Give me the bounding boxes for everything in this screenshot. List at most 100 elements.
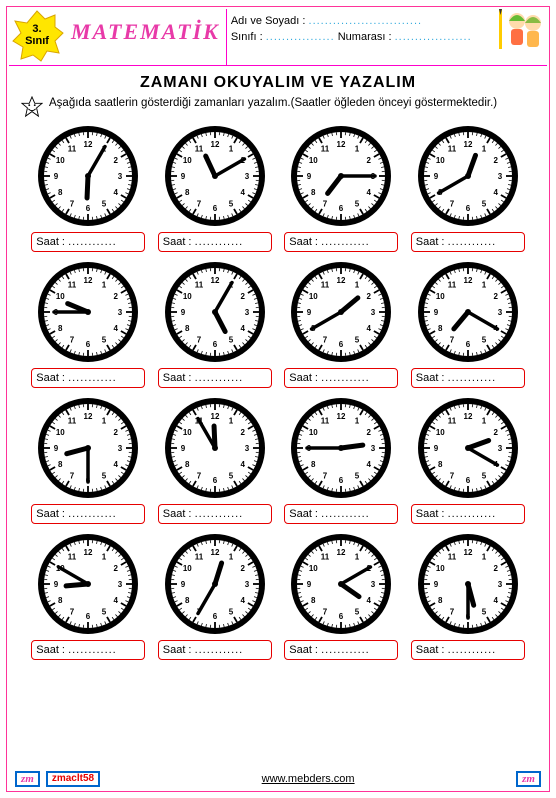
answer-box[interactable]: Saat : ............ (284, 640, 398, 660)
clock-cell: 123456789101112 Saat : ............ (31, 396, 146, 524)
answer-field[interactable]: ............ (68, 644, 117, 656)
answer-field[interactable]: ............ (68, 508, 117, 520)
svg-text:12: 12 (84, 276, 93, 285)
svg-text:9: 9 (54, 172, 59, 181)
svg-text:1: 1 (229, 416, 234, 425)
footer-code: zmaclt58 (46, 771, 100, 787)
answer-box[interactable]: Saat : ............ (284, 504, 398, 524)
svg-text:12: 12 (210, 412, 219, 421)
answer-field[interactable]: ............ (195, 644, 244, 656)
answer-box[interactable]: Saat : ............ (31, 368, 145, 388)
svg-text:2: 2 (493, 156, 498, 165)
footer-url: www.mebders.com (262, 773, 355, 785)
answer-field[interactable]: ............ (448, 372, 497, 384)
svg-text:8: 8 (58, 460, 63, 469)
svg-text:5: 5 (355, 336, 360, 345)
svg-text:6: 6 (213, 476, 218, 485)
svg-text:4: 4 (114, 460, 119, 469)
answer-box[interactable]: Saat : ............ (411, 640, 525, 660)
answer-field[interactable]: ............ (448, 508, 497, 520)
class-field[interactable]: ................. (266, 31, 335, 43)
svg-text:8: 8 (185, 324, 190, 333)
svg-text:9: 9 (307, 308, 312, 317)
answer-box[interactable]: Saat : ............ (31, 504, 145, 524)
clock-cell: 123456789101112 Saat : ............ (158, 260, 273, 388)
svg-text:4: 4 (240, 324, 245, 333)
answer-field[interactable]: ............ (321, 508, 370, 520)
answer-box[interactable]: Saat : ............ (31, 640, 145, 660)
answer-field[interactable]: ............ (448, 644, 497, 656)
svg-text:8: 8 (58, 596, 63, 605)
answer-box[interactable]: Saat : ............ (411, 232, 525, 252)
answer-box[interactable]: Saat : ............ (31, 232, 145, 252)
svg-text:3: 3 (371, 308, 376, 317)
answer-label: Saat : (289, 644, 318, 656)
svg-text:9: 9 (434, 172, 439, 181)
svg-text:4: 4 (240, 188, 245, 197)
svg-text:5: 5 (102, 472, 107, 481)
answer-box[interactable]: Saat : ............ (158, 504, 272, 524)
svg-text:4: 4 (367, 596, 372, 605)
grade-badge: 3. Sınıf (9, 9, 65, 65)
answer-box[interactable]: Saat : ............ (158, 232, 272, 252)
number-field[interactable]: ................... (395, 31, 472, 43)
answer-field[interactable]: ............ (195, 372, 244, 384)
svg-text:5: 5 (102, 608, 107, 617)
svg-text:7: 7 (70, 200, 75, 209)
clock-grid: 123456789101112 Saat : ............ 1234… (7, 124, 549, 660)
answer-field[interactable]: ............ (195, 236, 244, 248)
answer-box[interactable]: Saat : ............ (411, 504, 525, 524)
svg-text:8: 8 (185, 188, 190, 197)
answer-label: Saat : (289, 372, 318, 384)
svg-text:5: 5 (482, 200, 487, 209)
svg-text:11: 11 (321, 144, 330, 153)
answer-box[interactable]: Saat : ............ (158, 640, 272, 660)
svg-text:12: 12 (210, 548, 219, 557)
svg-text:6: 6 (466, 476, 471, 485)
svg-text:2: 2 (240, 428, 245, 437)
header: 3. Sınıf MATEMATİK Adı ve Soyadı : .....… (9, 9, 547, 66)
answer-label: Saat : (289, 508, 318, 520)
answer-field[interactable]: ............ (321, 372, 370, 384)
answer-box[interactable]: Saat : ............ (284, 232, 398, 252)
svg-text:1: 1 (229, 144, 234, 153)
svg-text:9: 9 (181, 308, 186, 317)
clock-cell: 123456789101112 Saat : ............ (158, 396, 273, 524)
svg-text:7: 7 (197, 200, 202, 209)
answer-field[interactable]: ............ (68, 372, 117, 384)
svg-text:7: 7 (323, 472, 328, 481)
svg-text:2: 2 (493, 292, 498, 301)
svg-text:5: 5 (482, 336, 487, 345)
svg-text:4: 4 (114, 324, 119, 333)
answer-field[interactable]: ............ (321, 644, 370, 656)
name-field[interactable]: ............................ (309, 15, 423, 27)
svg-text:4: 4 (367, 460, 372, 469)
clock-face: 123456789101112 (416, 532, 520, 636)
answer-label: Saat : (163, 236, 192, 248)
svg-text:7: 7 (197, 336, 202, 345)
answer-box[interactable]: Saat : ............ (158, 368, 272, 388)
answer-box[interactable]: Saat : ............ (411, 368, 525, 388)
clock-cell: 123456789101112 Saat : ............ (411, 396, 526, 524)
answer-label: Saat : (36, 372, 65, 384)
svg-text:8: 8 (58, 324, 63, 333)
answer-box[interactable]: Saat : ............ (284, 368, 398, 388)
svg-text:11: 11 (448, 280, 457, 289)
answer-field[interactable]: ............ (195, 508, 244, 520)
svg-text:11: 11 (321, 552, 330, 561)
svg-text:10: 10 (436, 156, 445, 165)
svg-text:3: 3 (118, 580, 123, 589)
clock-cell: 123456789101112 Saat : ............ (411, 124, 526, 252)
svg-text:5: 5 (102, 200, 107, 209)
star-bullet-icon (21, 96, 43, 118)
clock-face: 123456789101112 (163, 260, 267, 364)
name-label: Adı ve Soyadı : (231, 15, 306, 27)
answer-field[interactable]: ............ (68, 236, 117, 248)
answer-field[interactable]: ............ (321, 236, 370, 248)
svg-text:6: 6 (466, 340, 471, 349)
page-title: ZAMANI OKUYALIM VE YAZALIM (7, 74, 549, 92)
svg-text:12: 12 (337, 276, 346, 285)
clock-face: 123456789101112 (289, 396, 393, 500)
answer-field[interactable]: ............ (448, 236, 497, 248)
svg-text:11: 11 (68, 280, 77, 289)
